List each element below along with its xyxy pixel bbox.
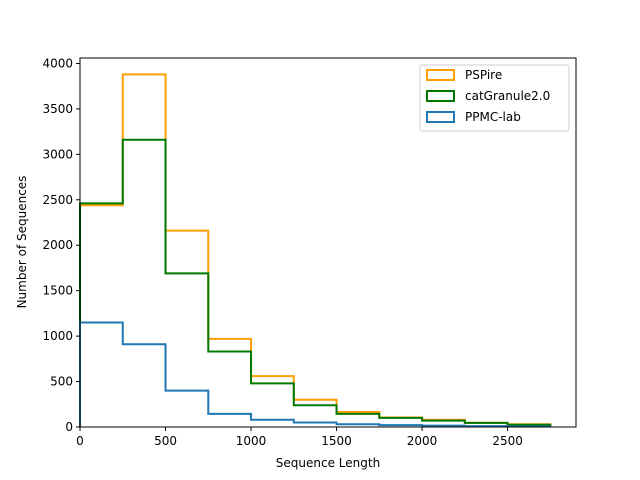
legend-swatch: [426, 111, 455, 123]
series-2: [79, 321, 552, 428]
x-tick-label: 500: [154, 434, 177, 448]
legend-swatch: [426, 69, 455, 81]
x-tick-label: 2000: [407, 434, 438, 448]
y-tick-label: 4000: [42, 56, 73, 70]
series-outline-1: [79, 138, 552, 427]
y-tick-label: 1500: [42, 284, 73, 298]
series-1: [79, 138, 552, 427]
y-tick-label: 1000: [42, 329, 73, 343]
series-outline-2: [79, 321, 552, 428]
legend-item-1: catGranule2.0: [426, 89, 550, 103]
legend-label: PPMC-lab: [465, 110, 521, 124]
y-tick-label: 0: [65, 420, 73, 434]
x-tick-label: 2500: [492, 434, 523, 448]
x-tick-label: 0: [76, 434, 84, 448]
plot-frame: [79, 57, 577, 428]
y-axis-label: Number of Sequences: [15, 176, 29, 309]
x-axis-label: Sequence Length: [276, 456, 380, 470]
x-tick-label: 1500: [321, 434, 352, 448]
series-layer: [79, 73, 552, 428]
legend-item-2: PPMC-lab: [426, 110, 521, 124]
legend-label: catGranule2.0: [465, 89, 550, 103]
y-tick-label: 500: [50, 375, 73, 389]
legend-swatch: [426, 90, 455, 102]
x-tick-label: 1000: [236, 434, 267, 448]
legend: PSPire catGranule2.0 PPMC-lab: [419, 64, 570, 132]
y-tick-label: 2500: [42, 193, 73, 207]
y-tick-label: 3000: [42, 147, 73, 161]
legend-frame: [419, 64, 570, 132]
y-tick-label: 2000: [42, 238, 73, 252]
y-axis: 0 500 1000 1500 2000 2500 3000 3500 4000: [42, 56, 80, 434]
legend-label: PSPire: [465, 68, 502, 82]
legend-item-0: PSPire: [426, 68, 502, 82]
x-axis: 0 500 1000 1500 2000 2500: [76, 427, 523, 448]
y-tick-label: 3500: [42, 102, 73, 116]
